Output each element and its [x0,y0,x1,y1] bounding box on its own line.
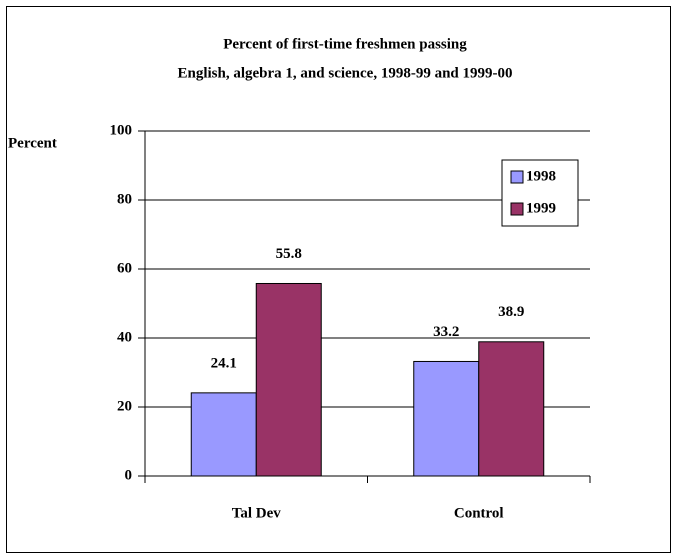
data-label: 33.2 [433,324,459,340]
legend-swatch [510,170,524,184]
bar [255,282,322,477]
x-tick-label: Control [454,505,504,521]
chart-title: Percent of first-time freshmen passing [223,36,467,52]
x-tick-label: Tal Dev [232,505,282,521]
y-tick-label: 40 [117,329,132,345]
bar [413,360,480,477]
data-label: 24.1 [211,355,237,371]
bar [190,392,257,477]
y-tick-label: 100 [110,122,133,138]
y-tick-label: 20 [117,398,132,414]
legend-swatch [510,202,524,216]
y-axis-label: Percent [8,135,57,151]
bar [478,341,545,477]
y-tick-label: 80 [117,191,132,207]
y-tick-label: 0 [125,467,133,483]
legend-label: 1998 [526,168,556,184]
chart-title: English, algebra 1, and science, 1998-99… [177,65,512,81]
data-label: 38.9 [498,304,524,320]
chart-frame [6,6,671,553]
legend-label: 1999 [526,200,556,216]
y-tick-label: 60 [117,260,132,276]
data-label: 55.8 [276,246,302,262]
